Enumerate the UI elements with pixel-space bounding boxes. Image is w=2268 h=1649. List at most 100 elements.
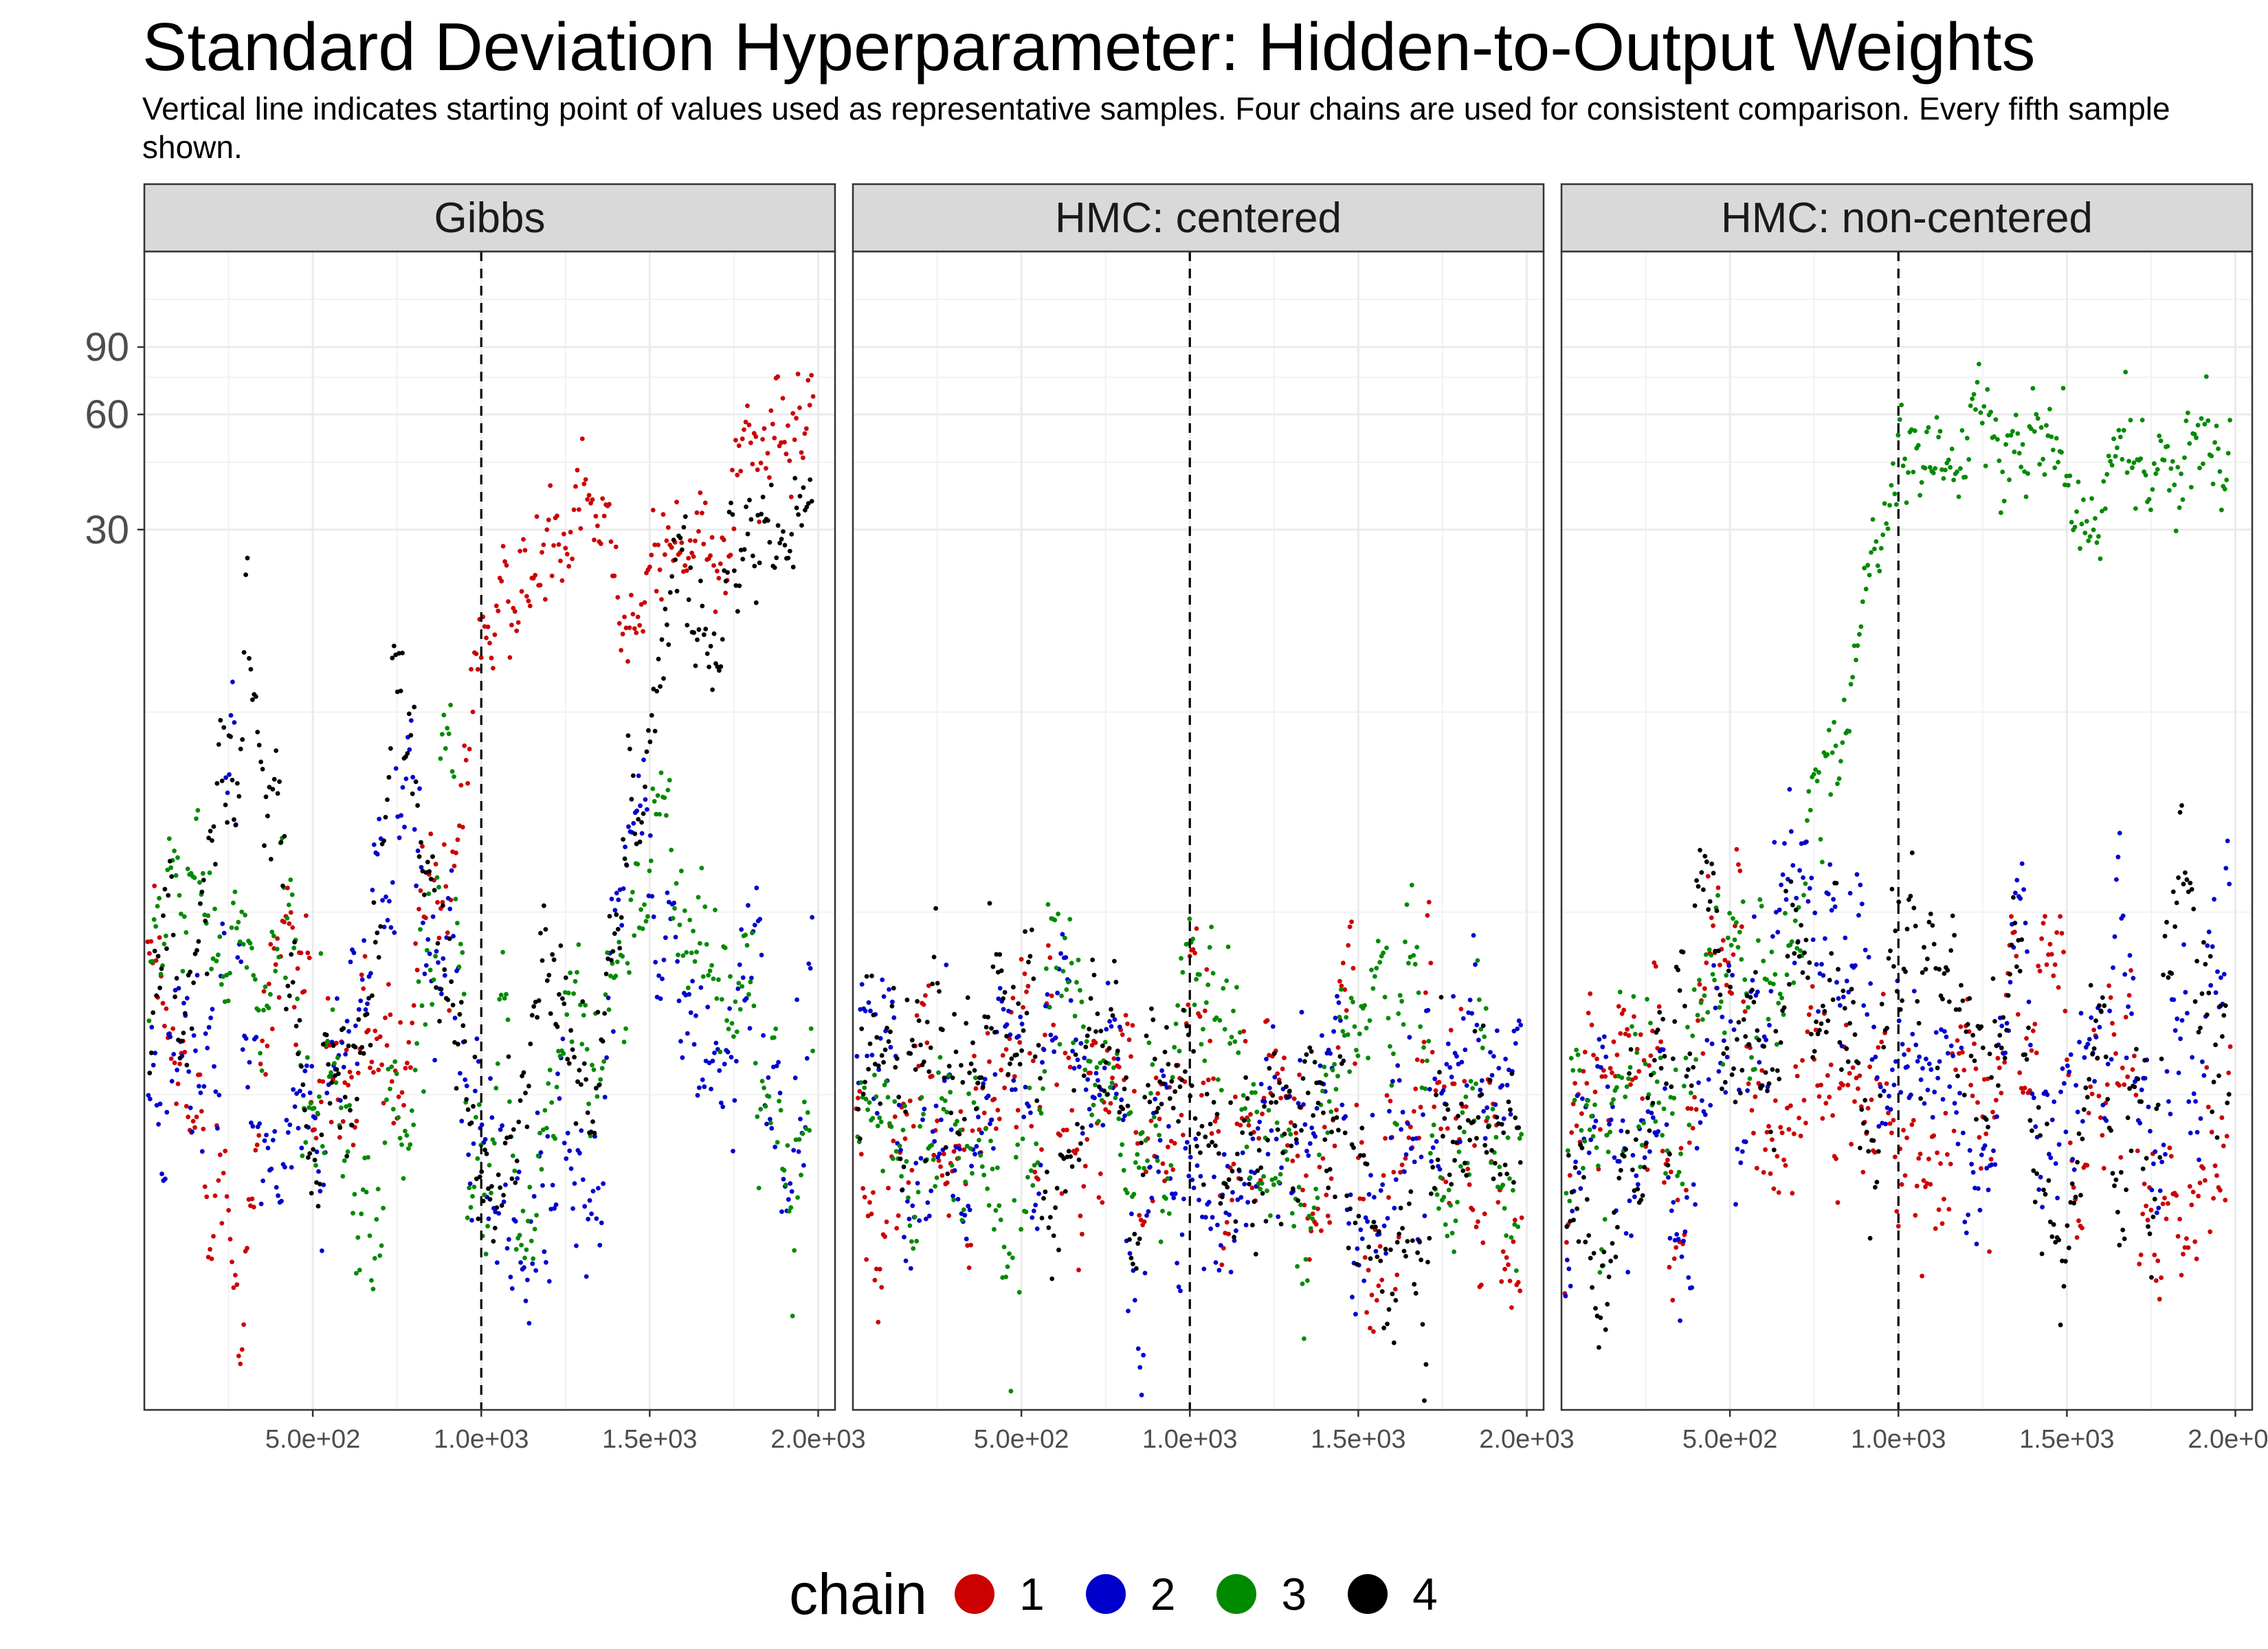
- data-point: [1411, 953, 1416, 958]
- data-point: [1624, 1084, 1630, 1089]
- data-point: [1811, 772, 1816, 777]
- series-chain-1: [1562, 846, 2233, 1303]
- data-point: [1135, 1152, 1140, 1157]
- data-point: [1599, 1074, 1605, 1079]
- data-point: [287, 921, 292, 926]
- data-point: [891, 1015, 897, 1020]
- data-point: [2068, 1052, 2074, 1057]
- data-point: [1988, 1156, 1994, 1162]
- data-point: [1146, 1083, 1150, 1088]
- data-point: [2179, 1018, 2185, 1023]
- data-point: [1779, 1130, 1785, 1136]
- data-point: [909, 1037, 915, 1043]
- data-point: [1367, 1018, 1372, 1023]
- data-point: [713, 609, 718, 614]
- data-point: [2041, 1187, 2046, 1193]
- data-point: [274, 1185, 279, 1190]
- data-point: [1707, 899, 1713, 904]
- data-point: [458, 783, 464, 788]
- data-point: [1836, 996, 1841, 1001]
- data-point: [1046, 1225, 1052, 1231]
- data-point: [1656, 1004, 1662, 1009]
- data-point: [1959, 428, 1965, 433]
- data-point: [1858, 882, 1863, 888]
- data-point: [491, 666, 496, 671]
- data-point: [2130, 1067, 2135, 1072]
- data-point: [583, 1077, 589, 1082]
- data-point: [355, 1070, 361, 1075]
- data-point: [1169, 1191, 1175, 1196]
- data-point: [2146, 497, 2152, 502]
- data-point: [1132, 1231, 1137, 1237]
- data-point: [1034, 1226, 1040, 1231]
- data-point: [571, 991, 576, 996]
- data-point: [1335, 1045, 1341, 1050]
- data-point: [1627, 1071, 1632, 1076]
- data-point: [2063, 482, 2067, 488]
- data-point: [1228, 1100, 1233, 1106]
- data-point: [1689, 1106, 1694, 1111]
- data-point: [1724, 973, 1729, 978]
- data-point: [551, 957, 557, 963]
- data-point: [1018, 1014, 1023, 1020]
- data-point: [175, 1081, 181, 1086]
- data-point: [1054, 1082, 1059, 1088]
- data-point: [197, 879, 202, 885]
- data-point: [1217, 1018, 1223, 1023]
- data-point: [521, 1070, 526, 1075]
- data-point: [340, 1119, 346, 1124]
- data-point: [989, 1117, 994, 1123]
- data-point: [1459, 1101, 1464, 1107]
- data-point: [1916, 1156, 1922, 1161]
- data-point: [711, 976, 716, 981]
- data-point: [2032, 1022, 2038, 1027]
- data-point: [2198, 1116, 2203, 1121]
- data-point: [1972, 1041, 1977, 1046]
- data-point: [1985, 387, 1990, 392]
- data-point: [696, 627, 702, 632]
- data-point: [1776, 1190, 1781, 1195]
- data-point: [892, 1099, 898, 1104]
- data-point: [694, 510, 700, 515]
- data-point: [1494, 1028, 1500, 1033]
- data-point: [1262, 1099, 1267, 1104]
- data-point: [1305, 1090, 1311, 1095]
- data-point: [698, 490, 703, 495]
- data-point: [474, 1114, 478, 1120]
- data-point: [1223, 1210, 1229, 1215]
- data-point: [2104, 471, 2110, 477]
- data-point: [1955, 1141, 1961, 1147]
- data-point: [2005, 433, 2010, 438]
- data-point: [760, 437, 765, 442]
- data-point: [1696, 1018, 1700, 1023]
- data-point: [288, 910, 293, 915]
- data-point: [630, 890, 635, 895]
- data-point: [1423, 990, 1428, 996]
- data-point: [948, 1110, 954, 1116]
- data-point: [972, 1068, 977, 1073]
- legend-item-chain-1: 1: [954, 1568, 1045, 1620]
- data-point: [451, 934, 456, 939]
- data-point: [1822, 1009, 1827, 1014]
- data-point: [1376, 1283, 1381, 1288]
- data-point: [1025, 983, 1031, 989]
- data-point: [2196, 1029, 2201, 1035]
- data-point: [293, 1042, 298, 1048]
- data-point: [334, 1067, 340, 1072]
- data-point: [371, 842, 377, 847]
- data-point: [531, 1004, 537, 1009]
- data-point: [2227, 882, 2232, 886]
- data-point: [1166, 1123, 1171, 1129]
- data-point: [344, 1154, 349, 1159]
- data-point: [720, 1104, 726, 1110]
- data-point: [1490, 1106, 1496, 1112]
- data-point: [237, 939, 243, 945]
- data-point: [325, 996, 331, 1001]
- data-point: [674, 500, 679, 505]
- data-point: [1618, 1167, 1623, 1173]
- data-point: [2021, 1090, 2026, 1095]
- data-point: [233, 1272, 238, 1278]
- data-point: [937, 1055, 943, 1060]
- data-point: [2004, 1028, 2010, 1033]
- data-point: [1015, 1108, 1021, 1113]
